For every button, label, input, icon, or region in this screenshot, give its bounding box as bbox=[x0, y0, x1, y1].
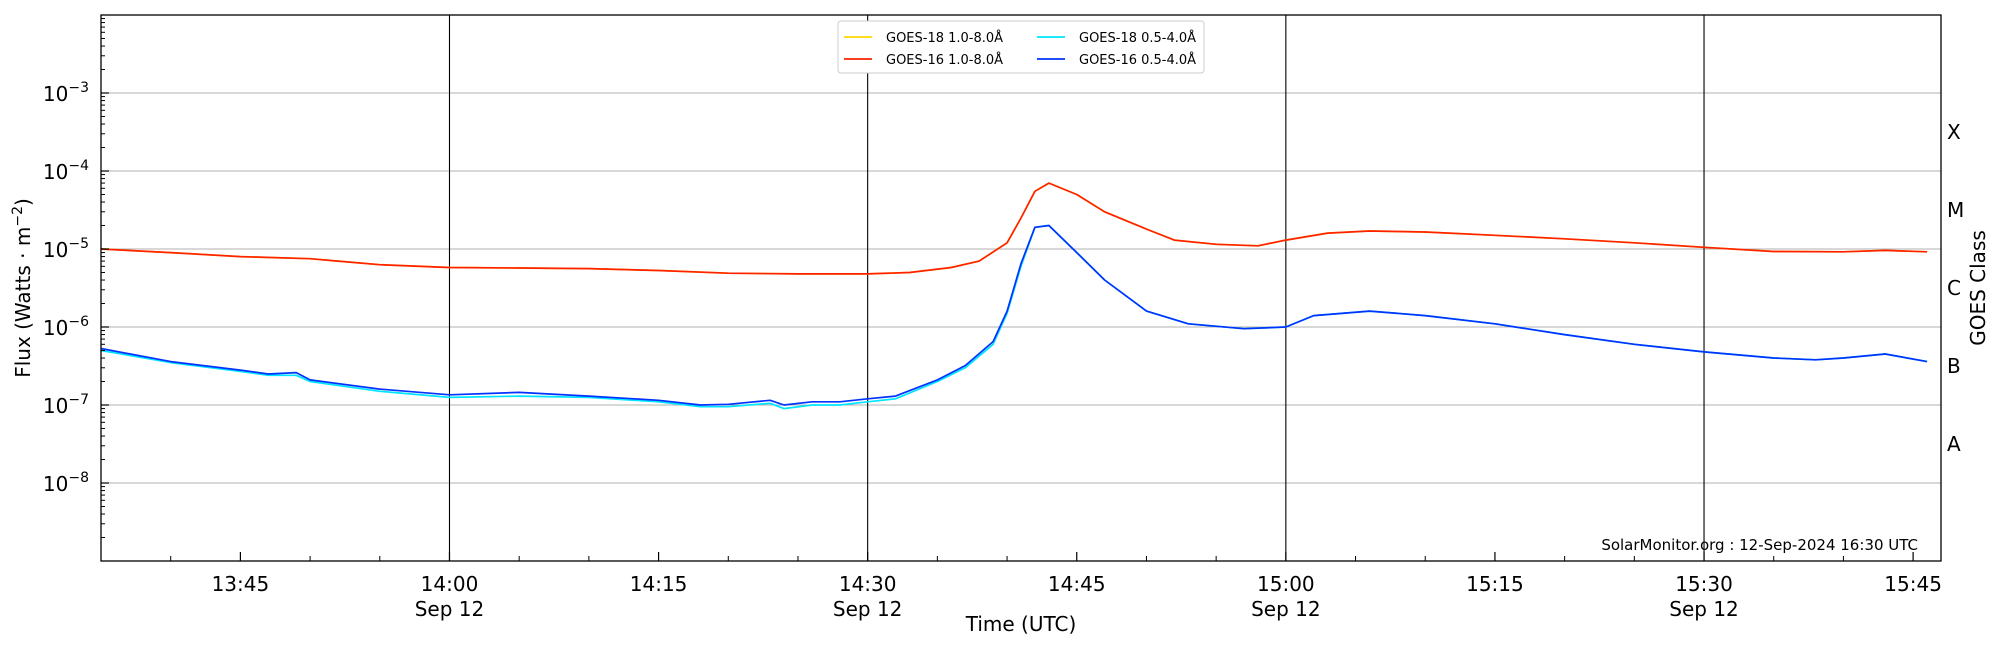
legend-label: GOES-18 1.0-8.0Å bbox=[886, 30, 1003, 46]
x-tick-date-label: Sep 12 bbox=[833, 597, 903, 621]
y-axis-title-close: ) bbox=[11, 198, 35, 206]
y-tick-base: 10 bbox=[43, 160, 68, 184]
y-tick-label: 10−4 bbox=[43, 158, 89, 184]
y-tick-label: 10−3 bbox=[43, 80, 89, 106]
y-tick-label: 10−5 bbox=[43, 236, 89, 262]
series-line bbox=[100, 224, 1928, 406]
x-axis-title: Time (UTC) bbox=[965, 612, 1077, 636]
grid-layer bbox=[101, 92, 1941, 484]
goes-class-label: A bbox=[1947, 432, 1961, 456]
x-tick-date-label: Sep 12 bbox=[1669, 597, 1739, 621]
y-tick-base: 10 bbox=[43, 394, 68, 418]
x-tick-label: 15:15 bbox=[1466, 572, 1524, 596]
x-tick-date-label: Sep 12 bbox=[1251, 597, 1321, 621]
x-tick-label: 15:30 bbox=[1675, 572, 1733, 596]
y-tick-label: 10−7 bbox=[43, 392, 89, 418]
y-tick-label: 10−8 bbox=[43, 470, 89, 496]
y-tick-exponent: −3 bbox=[68, 80, 89, 96]
goes-class-label: C bbox=[1947, 276, 1961, 300]
series-lines bbox=[100, 182, 1928, 410]
legend-label: GOES-18 0.5-4.0Å bbox=[1079, 30, 1196, 46]
x-tick-label: 14:00 bbox=[421, 572, 479, 596]
y-axis-title-exponent: −2 bbox=[10, 206, 26, 227]
y-tick-exponent: −6 bbox=[68, 314, 89, 330]
series-line bbox=[100, 182, 1928, 275]
x-tick-date-label: Sep 12 bbox=[415, 597, 485, 621]
secondary-axis-title: GOES Class bbox=[1966, 230, 1990, 346]
y-tick-base: 10 bbox=[43, 316, 68, 340]
x-tick-label: 15:00 bbox=[1257, 572, 1315, 596]
y-axis-title-text: Flux (Watts · m bbox=[11, 227, 35, 378]
x-tick-label: 14:30 bbox=[839, 572, 897, 596]
series-line bbox=[100, 224, 1928, 410]
y-tick-exponent: −5 bbox=[68, 236, 89, 252]
y-tick-exponent: −7 bbox=[68, 392, 89, 408]
x-tick-label: 14:15 bbox=[630, 572, 688, 596]
axis-ticks bbox=[100, 18, 1914, 561]
legend-label: GOES-16 0.5-4.0Å bbox=[1079, 52, 1196, 68]
y-tick-base: 10 bbox=[43, 82, 68, 106]
credit-text: SolarMonitor.org : 12-Sep-2024 16:30 UTC bbox=[1601, 536, 1918, 554]
y-tick-base: 10 bbox=[43, 472, 68, 496]
legend-label: GOES-16 1.0-8.0Å bbox=[886, 52, 1003, 68]
x-tick-label: 13:45 bbox=[212, 572, 270, 596]
legend-box bbox=[837, 20, 1205, 74]
goes-class-label: B bbox=[1947, 354, 1961, 378]
plot-frame bbox=[100, 14, 1942, 562]
day-lines bbox=[448, 15, 1705, 561]
y-tick-exponent: −4 bbox=[68, 158, 89, 174]
y-tick-exponent: −8 bbox=[68, 470, 89, 486]
series-line bbox=[100, 182, 1928, 275]
y-tick-base: 10 bbox=[43, 238, 68, 262]
x-tick-label: 15:45 bbox=[1884, 572, 1942, 596]
y-axis-title: Flux (Watts · m−2) bbox=[10, 198, 35, 378]
legend: GOES-18 1.0-8.0Å GOES-18 0.5-4.0Å GOES-16 … bbox=[837, 20, 1205, 74]
y-tick-label: 10−6 bbox=[43, 314, 89, 340]
goes-class-label: X bbox=[1947, 120, 1961, 144]
goes-class-label: M bbox=[1947, 198, 1964, 222]
x-tick-label: 14:45 bbox=[1048, 572, 1106, 596]
